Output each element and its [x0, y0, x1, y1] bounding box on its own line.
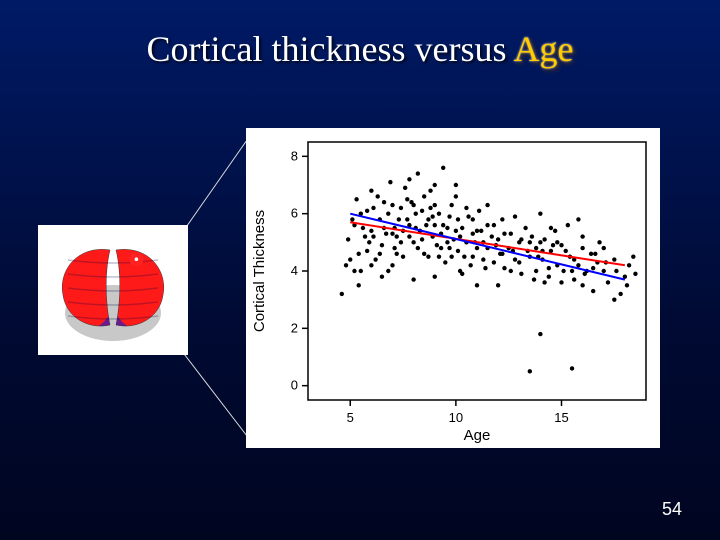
svg-text:Age: Age — [464, 427, 491, 444]
svg-text:2: 2 — [291, 320, 298, 335]
svg-text:10: 10 — [449, 410, 463, 425]
scatter-chart: 5 10 15 0 2 4 6 8 Age Cortical Thickness — [246, 128, 660, 448]
brain-image — [38, 225, 188, 355]
svg-text:5: 5 — [347, 410, 354, 425]
svg-text:0: 0 — [291, 378, 298, 393]
svg-text:15: 15 — [554, 410, 568, 425]
svg-text:Cortical Thickness: Cortical Thickness — [251, 210, 268, 332]
page-number: 54 — [662, 499, 682, 520]
svg-text:6: 6 — [291, 206, 298, 221]
brain-schematic-icon — [48, 235, 178, 345]
svg-text:4: 4 — [291, 263, 298, 278]
svg-text:8: 8 — [291, 148, 298, 163]
chart-canvas: 5 10 15 0 2 4 6 8 Age Cortical Thickness — [246, 128, 660, 448]
